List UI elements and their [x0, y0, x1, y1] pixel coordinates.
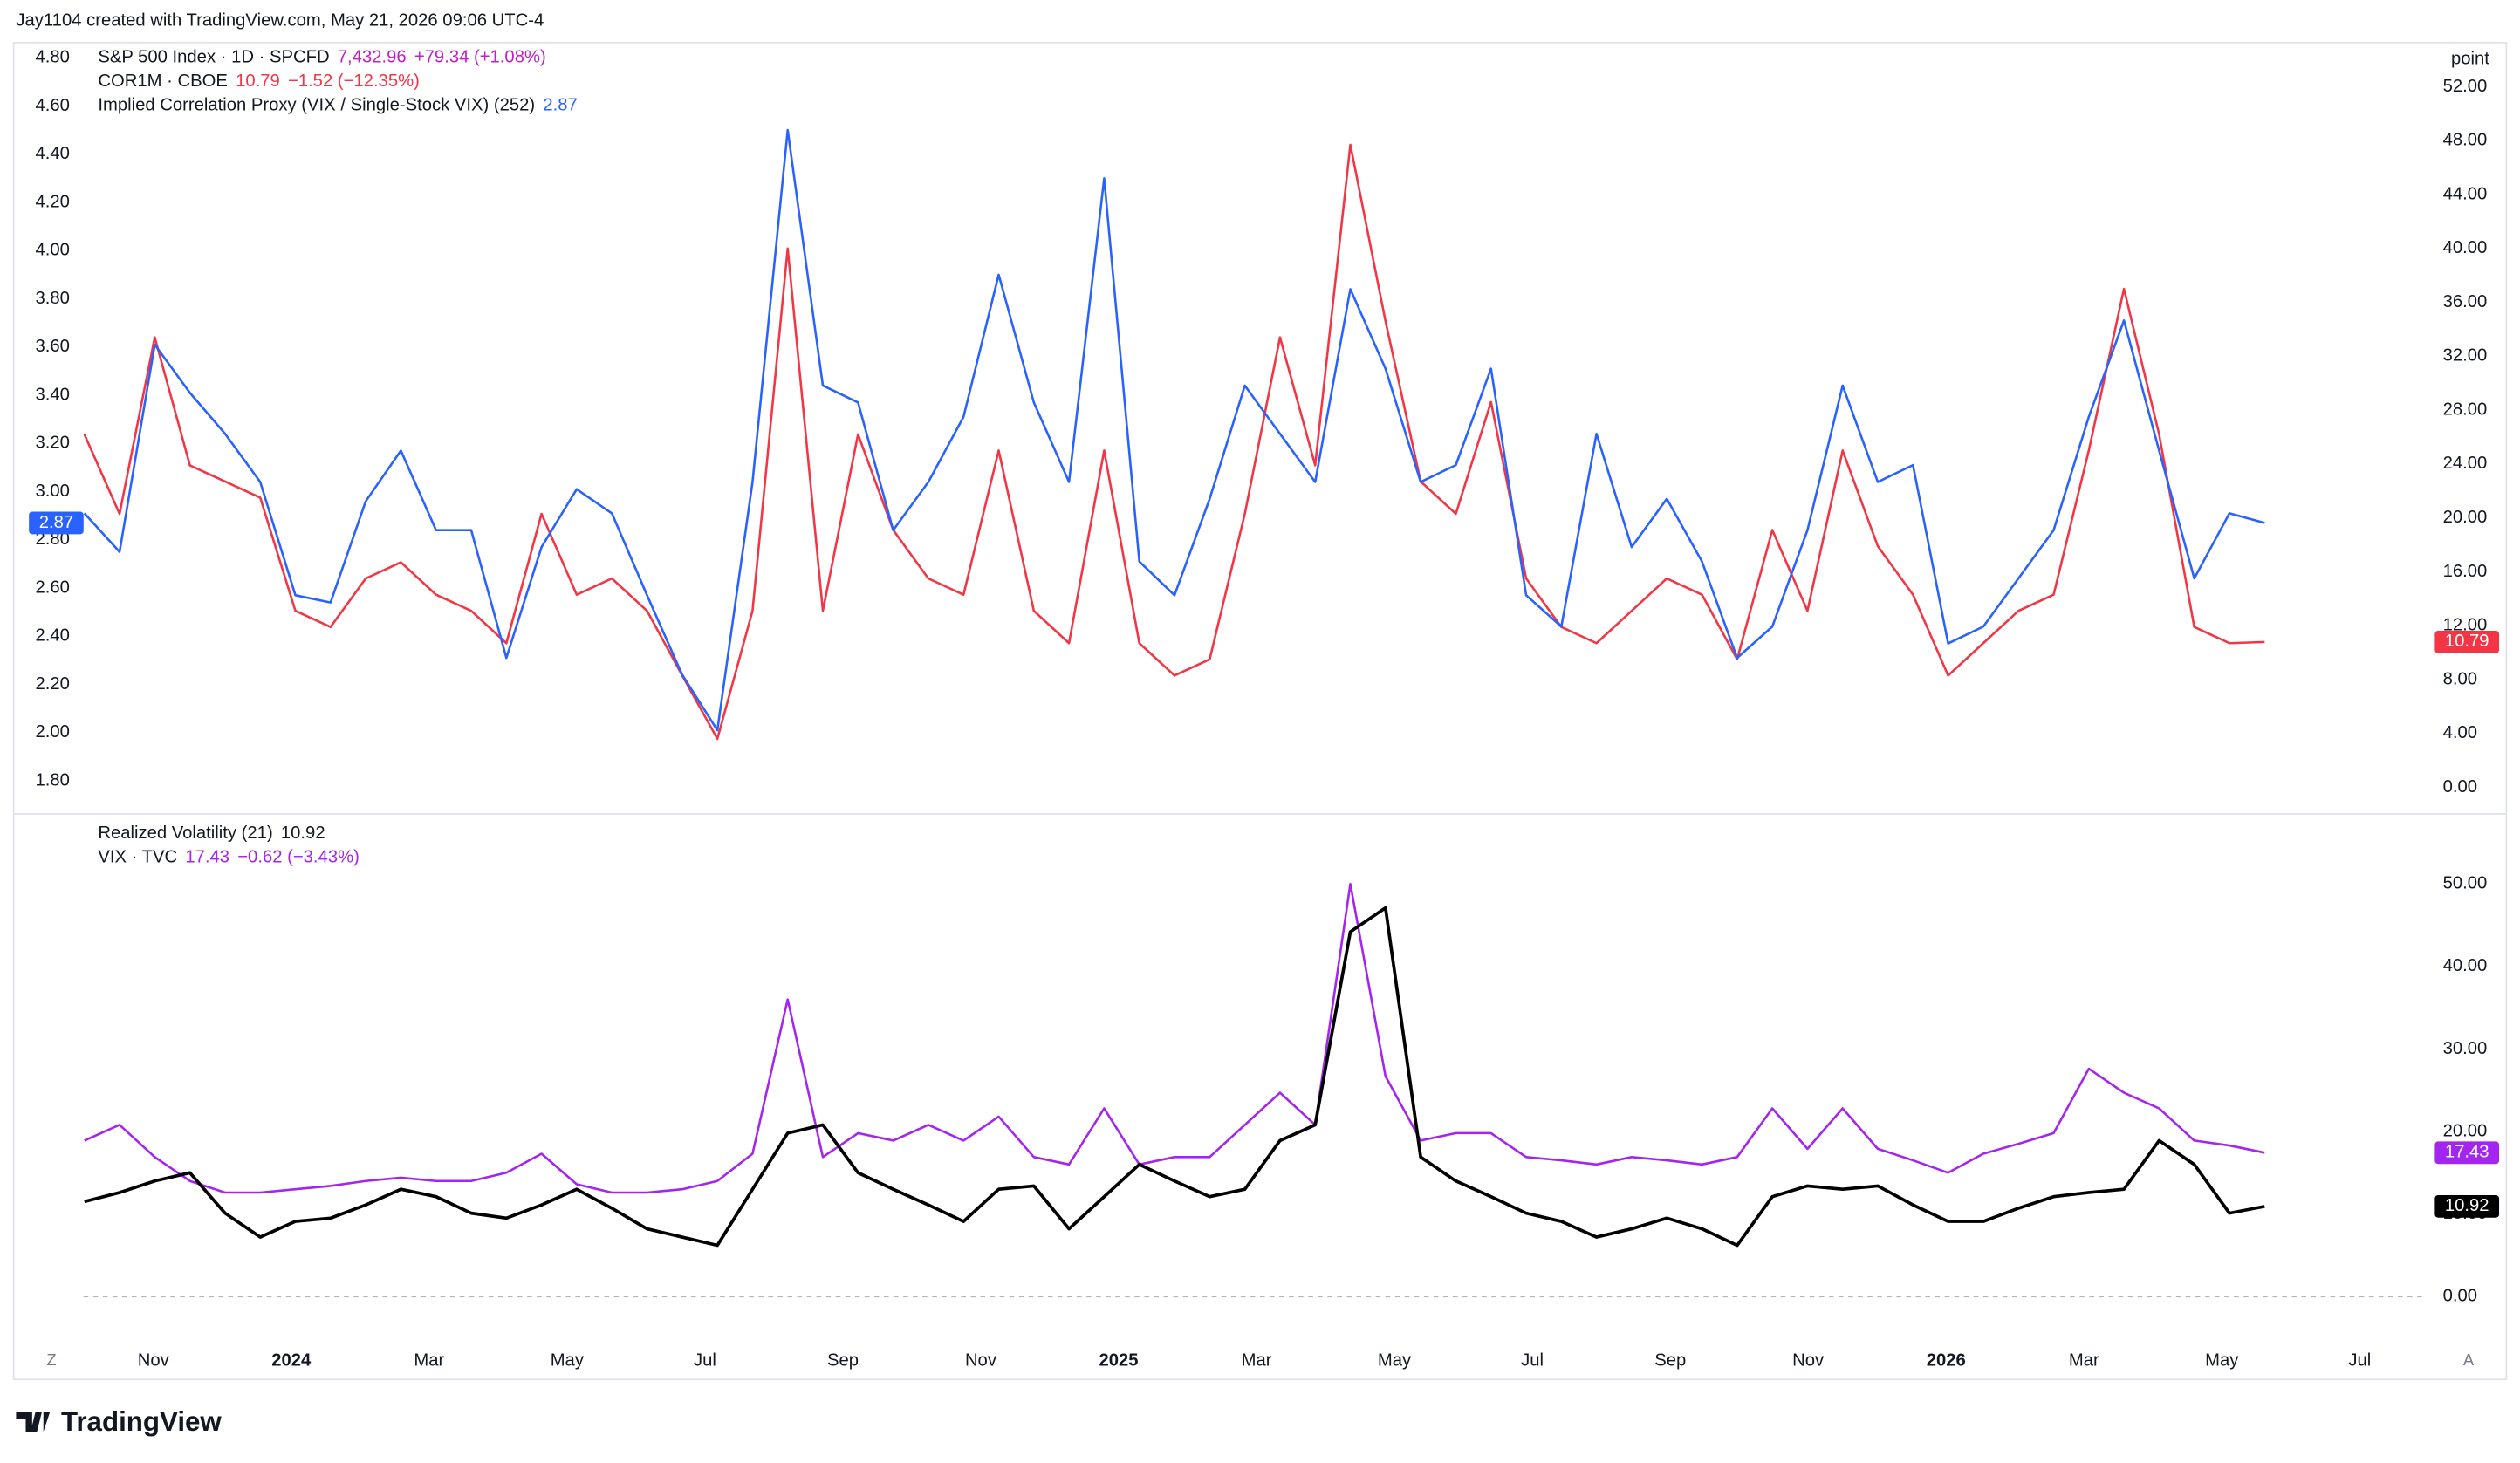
badge-bg — [2434, 1194, 2500, 1218]
last-value-badge: 10.79 — [2434, 630, 2500, 653]
series-line — [83, 143, 2265, 741]
x-tick-label: Nov — [138, 1350, 170, 1370]
last-value-badge: 10.92 — [2434, 1194, 2500, 1218]
scale-button[interactable]: Z — [46, 1350, 56, 1369]
legend-last: 7,432.96 — [338, 48, 407, 67]
legend-entry: Implied Correlation Proxy (VIX / Single-… — [98, 96, 577, 115]
y2-tick-label: 36.00 — [2443, 292, 2488, 311]
y2-tick-label: 48.00 — [2443, 131, 2488, 150]
legend-last: 10.92 — [281, 824, 325, 843]
plot-area — [83, 128, 2265, 741]
header: Jay1104 created with TradingView.com, Ma… — [16, 10, 544, 30]
y2-tick-label: 4.00 — [2443, 723, 2477, 742]
y2-tick-label: 40.00 — [2443, 238, 2488, 257]
y-tick-label: 3.20 — [36, 434, 70, 453]
badge-text: 10.79 — [2445, 632, 2489, 651]
x-tick-label: Mar — [2069, 1350, 2099, 1370]
y2-tick-label: 16.00 — [2443, 562, 2488, 581]
y2-tick-label: 0.00 — [2443, 777, 2477, 796]
x-tick-label: Jul — [694, 1350, 716, 1370]
series-line — [84, 906, 2265, 1248]
y2-tick-label: 20.00 — [2443, 508, 2488, 527]
legend-name: S&P 500 Index · 1D · SPCFD — [98, 48, 329, 67]
plot-area — [84, 882, 2265, 1248]
series-line — [84, 882, 2265, 1194]
last-value-badge: 2.87 — [29, 511, 84, 535]
y-tick-label: 1.80 — [36, 770, 70, 790]
x-tick-label: Mar — [1242, 1350, 1272, 1370]
y2-tick-label: 44.00 — [2443, 184, 2488, 203]
y-tick-label: 4.20 — [36, 192, 70, 211]
y2-tick-label: 32.00 — [2443, 346, 2488, 366]
legend-name: Realized Volatility (21) — [98, 824, 272, 843]
y2-tick-label: 12.00 — [2443, 616, 2488, 635]
legend-name: VIX · TVC — [98, 848, 177, 867]
x-tick-label: Nov — [1792, 1350, 1825, 1370]
legend-entry: COR1M · CBOE 10.79 −1.52 (−12.35%) — [98, 72, 419, 91]
y2-tick-label: 24.00 — [2443, 454, 2488, 473]
legend-last: 10.79 — [236, 72, 280, 91]
series-line — [83, 128, 2265, 732]
last-value-badge: 17.43 — [2434, 1141, 2500, 1165]
legend-name: Implied Correlation Proxy (VIX / Single-… — [98, 96, 535, 115]
legend-entry: Realized Volatility (21) 10.92 — [98, 824, 325, 843]
x-tick-label: Jul — [2348, 1350, 2371, 1370]
y-tick-label: 3.80 — [36, 289, 70, 308]
badge-bg — [29, 511, 84, 535]
legend-last: 17.43 — [185, 848, 229, 867]
x-tick-label: Jul — [1521, 1350, 1544, 1370]
y2-tick-label: 52.00 — [2443, 77, 2488, 96]
legend-last: 2.87 — [543, 96, 577, 115]
x-tick-label: 2026 — [1927, 1350, 1966, 1370]
x-tick-label: Sep — [1654, 1350, 1686, 1370]
y-tick-label: 2.60 — [36, 578, 70, 597]
chart-frame — [12, 41, 2508, 1381]
y-tick-label: 30.00 — [2443, 1039, 2488, 1058]
x-tick-label: Mar — [414, 1350, 444, 1370]
y-tick-label: 2.80 — [36, 530, 70, 549]
y-tick-label: 4.40 — [36, 144, 70, 163]
y-tick-label: 50.00 — [2443, 874, 2488, 893]
badge-bg — [2434, 630, 2500, 653]
y2-tick-label: 8.00 — [2443, 669, 2477, 688]
y-tick-label: 40.00 — [2443, 956, 2488, 975]
legend-change: −0.62 (−3.43%) — [237, 848, 360, 867]
y-tick-label: 0.00 — [2443, 1287, 2477, 1306]
y-tick-label: 2.20 — [36, 674, 70, 694]
scale-button[interactable]: A — [2463, 1350, 2475, 1369]
y-tick-label: 4.00 — [36, 241, 70, 260]
x-tick-label: 2025 — [1099, 1350, 1138, 1370]
y-tick-label: 3.40 — [36, 385, 70, 404]
y-tick-label: 20.00 — [2443, 1121, 2488, 1140]
legend-entry: VIX · TVC 17.43 −0.62 (−3.43%) — [98, 848, 359, 867]
badge-text: 10.92 — [2445, 1196, 2489, 1215]
logo-text: TradingView — [61, 1406, 222, 1437]
y-tick-label: 3.00 — [36, 482, 70, 501]
badge-bg — [2434, 1141, 2500, 1165]
badge-text: 2.87 — [39, 513, 73, 532]
y-tick-label: 3.60 — [36, 337, 70, 356]
logo-icon — [16, 1412, 51, 1432]
x-tick-label: May — [2205, 1350, 2239, 1370]
x-tick-label: Sep — [827, 1350, 859, 1370]
y-tick-label: 2.00 — [36, 722, 70, 742]
legend-entry: S&P 500 Index · 1D · SPCFD 7,432.96 +79.34… — [98, 48, 545, 67]
legend-name: COR1M · CBOE — [98, 72, 228, 91]
y2-tick-label: 28.00 — [2443, 400, 2488, 419]
x-tick-label: 2024 — [271, 1350, 312, 1370]
x-tick-label: May — [1378, 1350, 1412, 1370]
badge-text: 17.43 — [2445, 1143, 2489, 1162]
y-tick-label: 4.60 — [36, 96, 70, 115]
x-tick-label: May — [551, 1350, 585, 1370]
x-tick-label: Nov — [965, 1350, 997, 1370]
y-tick-label: 4.80 — [36, 48, 70, 67]
legend-change: +79.34 (+1.08%) — [414, 48, 546, 67]
legend-change: −1.52 (−12.35%) — [288, 72, 420, 91]
y-tick-label: 2.40 — [36, 626, 70, 646]
footer-logo: TradingView — [16, 1406, 222, 1437]
axis-unit: point — [2451, 50, 2489, 69]
